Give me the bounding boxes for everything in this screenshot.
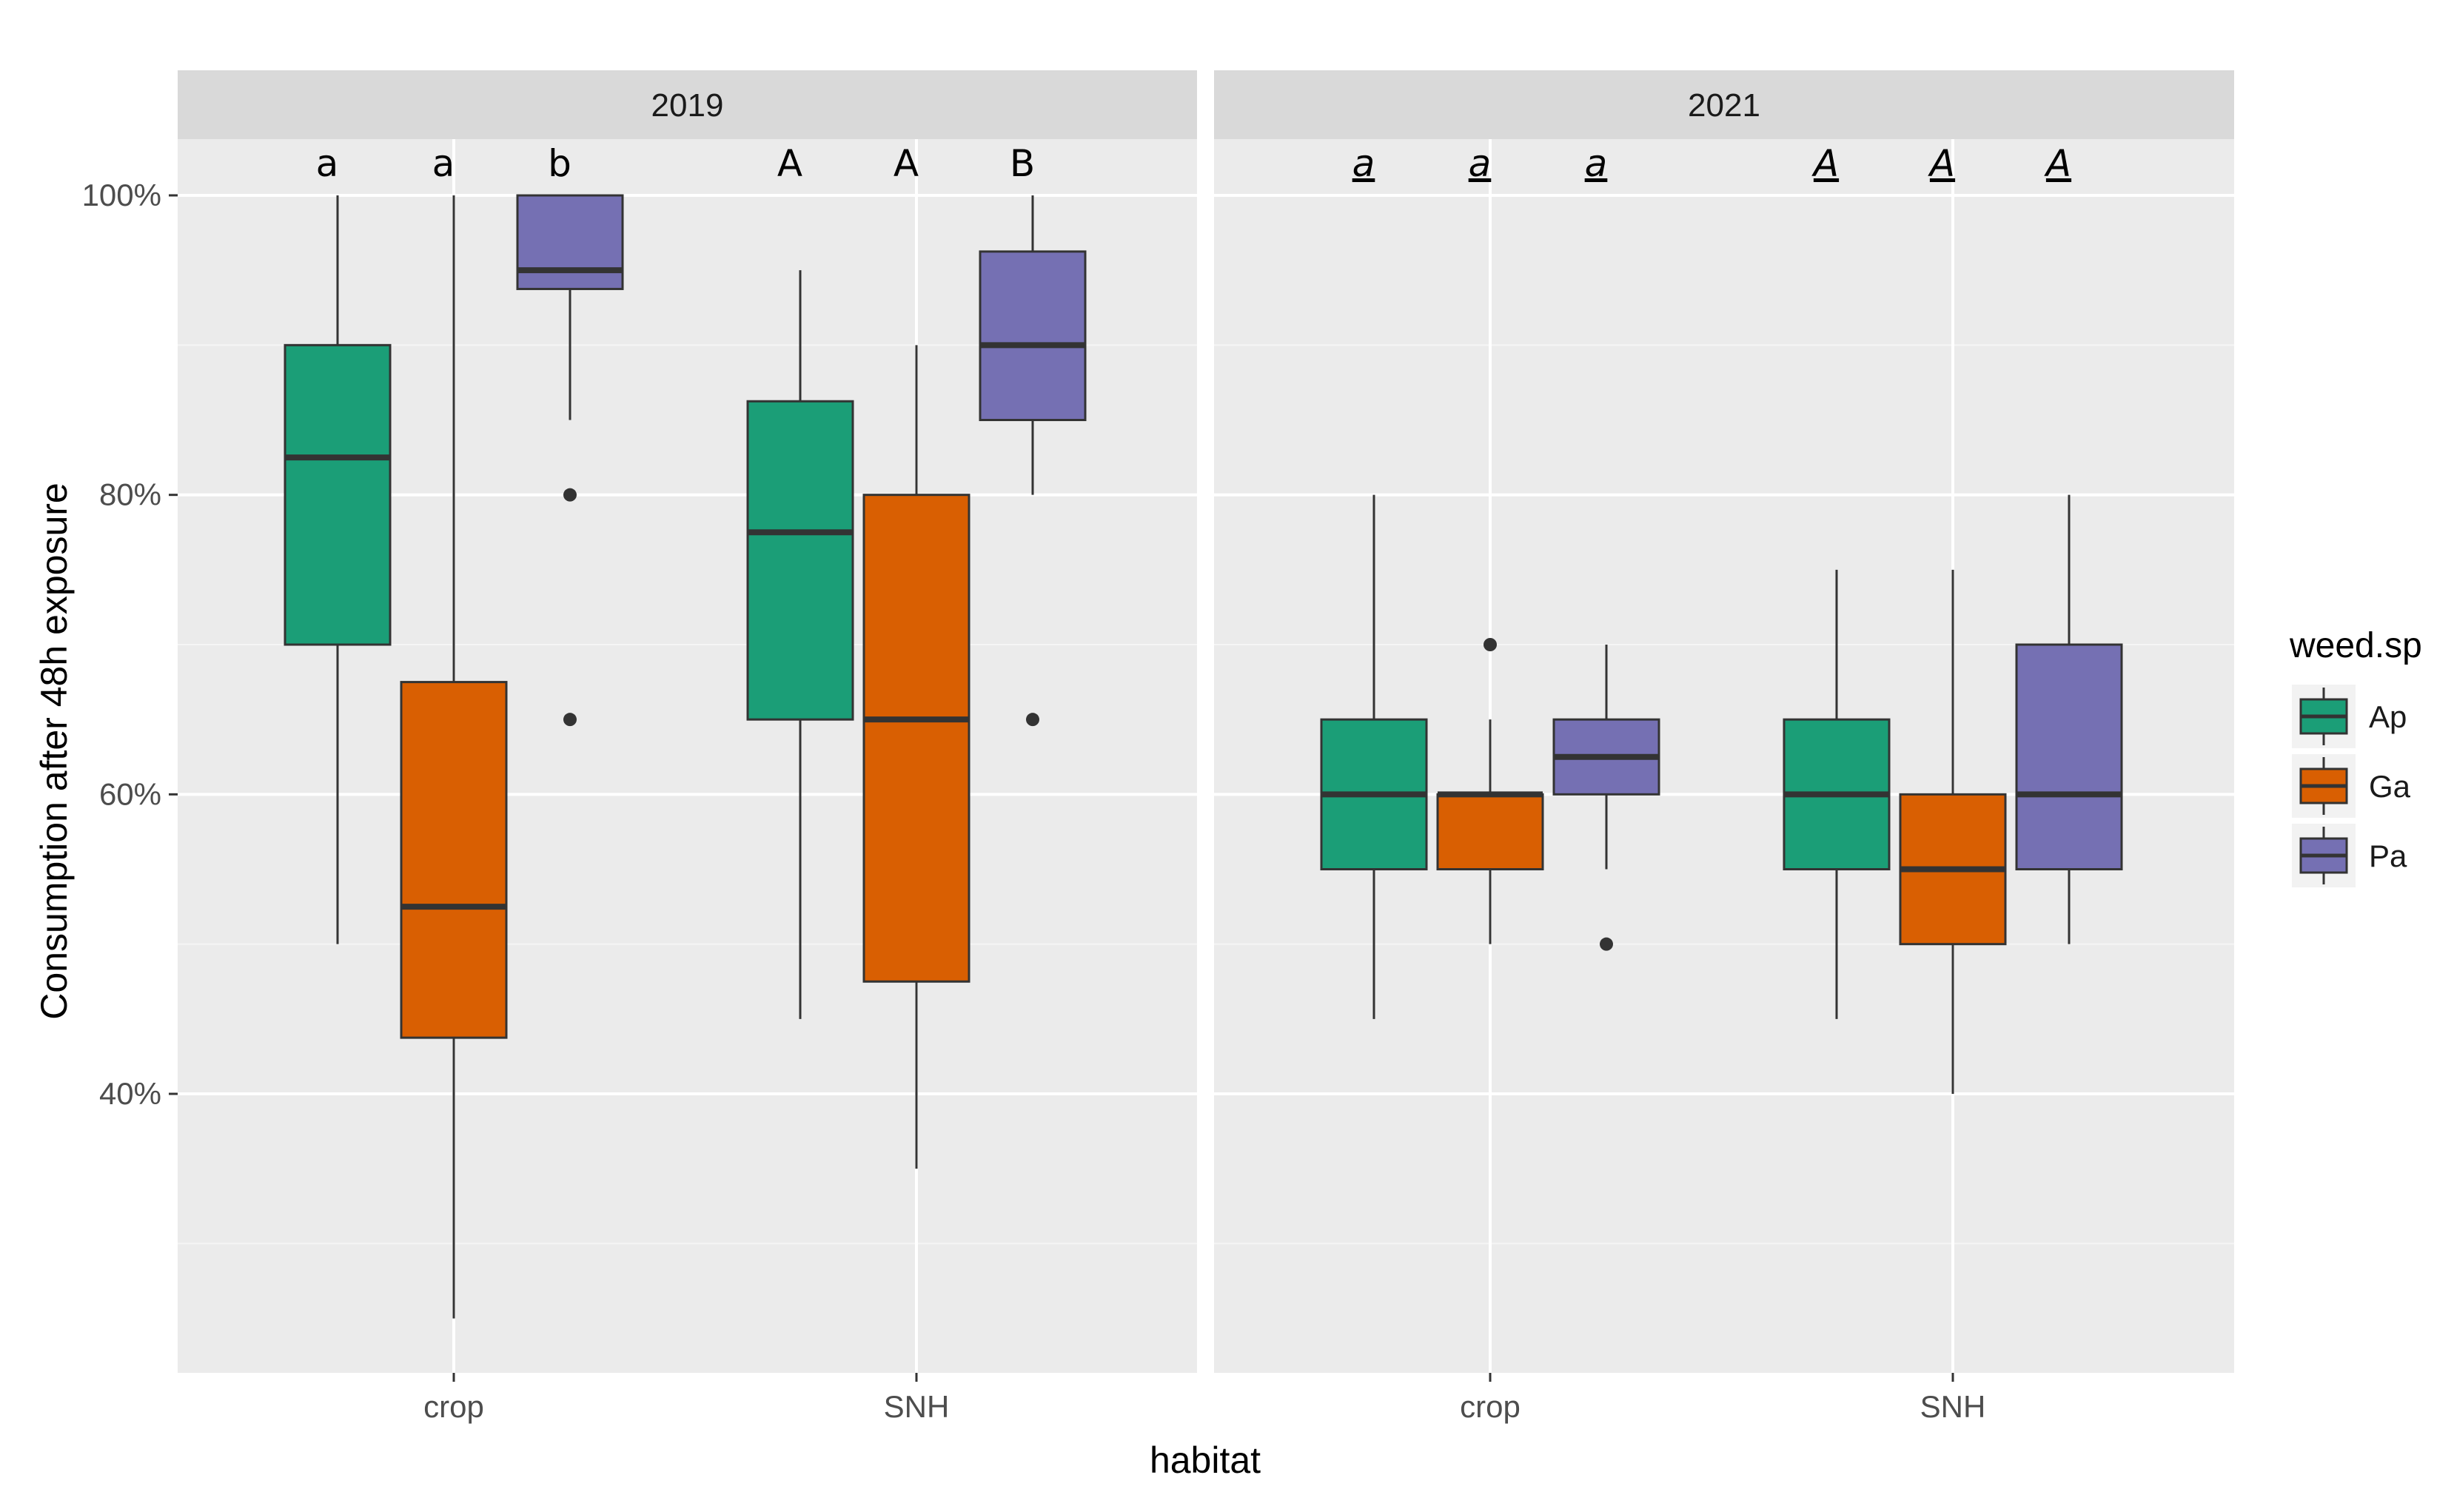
x-tick-label: SNH xyxy=(884,1389,950,1424)
box-iqr xyxy=(862,494,970,983)
box-iqr xyxy=(2015,643,2123,870)
facet-strip xyxy=(1214,70,2234,139)
significance-letter: A xyxy=(2044,142,2071,185)
box-Ga: a xyxy=(400,142,508,1319)
x-tick-label: crop xyxy=(1460,1389,1521,1424)
x-axis-title: habitat xyxy=(1150,1439,1261,1481)
y-tick-label: 100% xyxy=(82,178,161,212)
box-iqr xyxy=(284,343,392,646)
x-tick-label: crop xyxy=(423,1389,484,1424)
legend-item-Pa: Pa xyxy=(2292,824,2407,887)
box-iqr xyxy=(746,400,854,721)
box-Ap: a xyxy=(1320,142,1428,1019)
facet-strip-label: 2019 xyxy=(651,87,724,124)
significance-letter: B xyxy=(1010,142,1035,185)
box-Pa: B xyxy=(979,142,1087,727)
outlier-point xyxy=(1484,638,1497,651)
y-tick-label: 80% xyxy=(99,477,161,512)
box-Ap: A xyxy=(746,142,854,1019)
box-iqr xyxy=(979,250,1087,421)
box-iqr xyxy=(516,194,624,290)
significance-letter: A xyxy=(1928,142,1955,185)
outlier-point xyxy=(1600,937,1613,951)
significance-letter: a xyxy=(1469,142,1492,185)
significance-letter: a xyxy=(1585,142,1608,185)
y-tick-label: 40% xyxy=(99,1076,161,1111)
x-tick-label: SNH xyxy=(1920,1389,1986,1424)
facet-strip-label: 2021 xyxy=(1688,87,1760,124)
facet-strip xyxy=(178,70,1197,139)
box-Ga: a xyxy=(1436,142,1544,944)
box-Pa: A xyxy=(2015,142,2123,944)
significance-letter: a xyxy=(432,142,455,185)
box-Pa: b xyxy=(516,142,624,727)
box-iqr xyxy=(400,681,508,1039)
legend-item-Ap: Ap xyxy=(2292,685,2407,748)
box-Ap: a xyxy=(284,142,392,944)
box-Ap: A xyxy=(1783,142,1891,1019)
box-Ga: A xyxy=(1899,142,2007,1094)
facet-panels: 2019 crop a a b SNH A A B 2021 crop a a a SNH A A A xyxy=(178,70,2234,1424)
outlier-point xyxy=(563,713,577,727)
legend-item-Ga: Ga xyxy=(2292,754,2411,818)
outlier-point xyxy=(1026,713,1039,727)
legend: weed.sp Ap Ga Pa xyxy=(2289,626,2422,887)
y-axis: 40% 60% 80% 100% xyxy=(82,178,178,1111)
box-iqr xyxy=(1436,793,1544,871)
legend-title: weed.sp xyxy=(2289,626,2422,665)
outlier-point xyxy=(563,488,577,502)
y-axis-title: Consumption after 48h exposure xyxy=(33,483,75,1019)
y-tick-label: 60% xyxy=(99,776,161,811)
legend-label: Ga xyxy=(2369,769,2411,804)
significance-letter: A xyxy=(894,142,919,185)
panel-2021: 2021 crop a a a SNH A A A xyxy=(1214,70,2234,1424)
significance-letter: b xyxy=(548,142,571,185)
box-Pa: a xyxy=(1552,142,1660,951)
significance-letter: a xyxy=(1352,142,1375,185)
box-Ga: A xyxy=(862,142,970,1169)
significance-letter: a xyxy=(316,142,339,185)
legend-label: Ap xyxy=(2369,699,2407,734)
significance-letter: A xyxy=(1811,142,1839,185)
legend-label: Pa xyxy=(2369,839,2407,873)
significance-letter: A xyxy=(777,142,802,185)
panel-2019: 2019 crop a a b SNH A A B xyxy=(178,70,1197,1424)
